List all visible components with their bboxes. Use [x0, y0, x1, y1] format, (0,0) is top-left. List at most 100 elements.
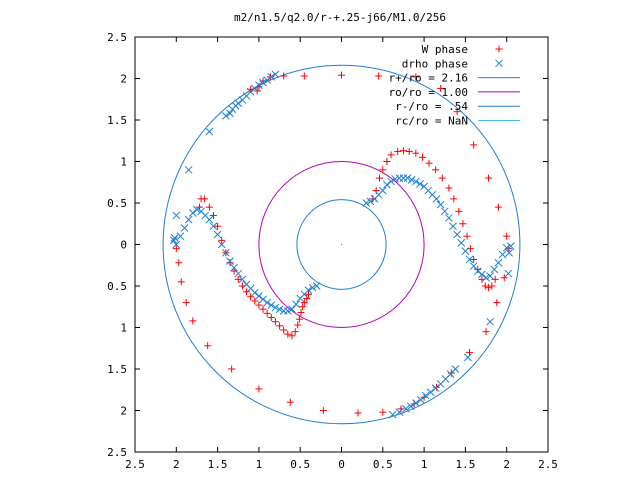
- w-phase-point: [280, 72, 288, 80]
- w-phase-point: [214, 222, 222, 230]
- drho-phase-point: [506, 242, 515, 251]
- x-tick-label: 0.5: [373, 458, 393, 471]
- w-phase-point: [459, 220, 467, 228]
- w-phase-point: [267, 314, 275, 322]
- drho-phase-point: [395, 174, 404, 182]
- ref-circle-0: [162, 64, 521, 425]
- drho-phase-point: [395, 408, 404, 417]
- drho-phase-point: [473, 267, 482, 275]
- drho-phase-point: [482, 273, 490, 282]
- drho-phase-point: [226, 257, 234, 265]
- w-phase-point: [255, 301, 263, 309]
- drho-phase-point: [403, 174, 412, 182]
- reference-circles: [162, 64, 521, 425]
- drho-phase-point: [222, 111, 230, 120]
- w-phase-point: [276, 322, 284, 330]
- drho-phase-point: [388, 410, 397, 419]
- series-1: [169, 70, 515, 419]
- w-phase-point: [205, 203, 213, 211]
- w-phase-point: [251, 297, 259, 305]
- w-phase-point: [263, 309, 271, 317]
- x-tick-label: 1: [421, 458, 428, 471]
- drho-phase-point: [494, 258, 503, 267]
- drho-phase-point: [465, 255, 474, 264]
- w-phase-point: [399, 147, 407, 155]
- drho-phase-point: [275, 305, 284, 314]
- legend-label-5: rc/ro = NaN: [395, 115, 468, 128]
- drho-phase-point: [362, 199, 371, 207]
- drho-phase-point: [205, 127, 214, 136]
- drho-phase-point: [259, 78, 267, 87]
- w-phase-point: [482, 328, 490, 336]
- drho-phase-point: [234, 269, 243, 278]
- w-phase-point: [470, 255, 478, 263]
- x-tick-label: 0.5: [290, 458, 310, 471]
- drho-phase-point: [416, 395, 425, 404]
- drho-phase-point: [234, 99, 243, 108]
- drho-phase-point: [263, 298, 272, 307]
- w-phase-point: [280, 326, 288, 334]
- drho-phase-point: [504, 269, 513, 278]
- w-phase-point: [394, 148, 402, 156]
- drho-phase-point: [445, 214, 453, 222]
- w-phase-point: [418, 153, 426, 161]
- y-tick-label: 2.5: [107, 31, 127, 44]
- drho-phase-point: [426, 388, 435, 397]
- w-phase-point: [230, 267, 238, 275]
- drho-phase-point: [188, 209, 197, 217]
- w-phase-point: [470, 141, 478, 149]
- drho-phase-point: [407, 175, 416, 184]
- ref-circle-1: [258, 161, 425, 328]
- drho-phase-point: [432, 194, 441, 203]
- drho-phase-point: [436, 380, 445, 388]
- x-tick-label: 1.5: [455, 458, 475, 471]
- drho-phase-point: [461, 247, 470, 255]
- y-tick-label: 1: [120, 322, 127, 335]
- w-phase-point: [438, 174, 446, 182]
- w-phase-point: [437, 84, 445, 92]
- x-tick-label: 2.5: [538, 458, 558, 471]
- drho-phase-point: [308, 283, 317, 292]
- w-phase-point: [375, 174, 383, 182]
- w-phase-point: [255, 385, 263, 393]
- drho-phase-point: [478, 270, 486, 279]
- drho-phase-point: [205, 215, 214, 224]
- x-tick-label: 2: [503, 458, 510, 471]
- w-phase-point: [259, 305, 267, 313]
- w-phase-point: [271, 318, 279, 326]
- drho-phase-point: [263, 76, 272, 85]
- legend-label-3: ro/ro = 1.00: [389, 86, 468, 99]
- drho-phase-point: [407, 402, 415, 411]
- x-tick-label: 2.5: [125, 458, 145, 471]
- drho-phase-point: [250, 84, 259, 93]
- w-phase-point: [286, 398, 294, 406]
- x-tick-label: 0: [338, 458, 345, 471]
- drho-phase-point: [399, 174, 408, 182]
- w-phase-point: [491, 275, 499, 283]
- w-phase-point: [288, 332, 296, 340]
- drho-phase-point: [226, 109, 234, 118]
- drho-phase-point: [172, 211, 181, 220]
- w-phase-point: [463, 232, 471, 240]
- drho-phase-point: [505, 248, 514, 257]
- w-phase-point: [474, 265, 482, 273]
- w-phase-point: [383, 158, 391, 165]
- legend-label-2: r+/ro = 2.16: [389, 72, 468, 85]
- w-phase-point: [243, 288, 251, 296]
- drho-phase-point: [184, 165, 193, 174]
- y-tick-label: 1.5: [107, 363, 127, 376]
- drho-phase-point: [498, 250, 507, 259]
- w-phase-point: [200, 195, 208, 203]
- w-phase-point: [387, 151, 395, 159]
- drho-phase-point: [250, 288, 259, 297]
- drho-phase-point: [169, 236, 178, 245]
- w-phase-point: [432, 166, 440, 174]
- drho-phase-point: [259, 295, 267, 304]
- drho-phase-point: [255, 292, 263, 300]
- drho-phase-point: [449, 222, 457, 231]
- drho-phase-point: [469, 262, 478, 270]
- drho-phase-point: [464, 353, 472, 362]
- w-phase-point: [182, 299, 190, 307]
- drho-phase-point: [402, 404, 410, 413]
- drho-phase-point: [213, 230, 222, 239]
